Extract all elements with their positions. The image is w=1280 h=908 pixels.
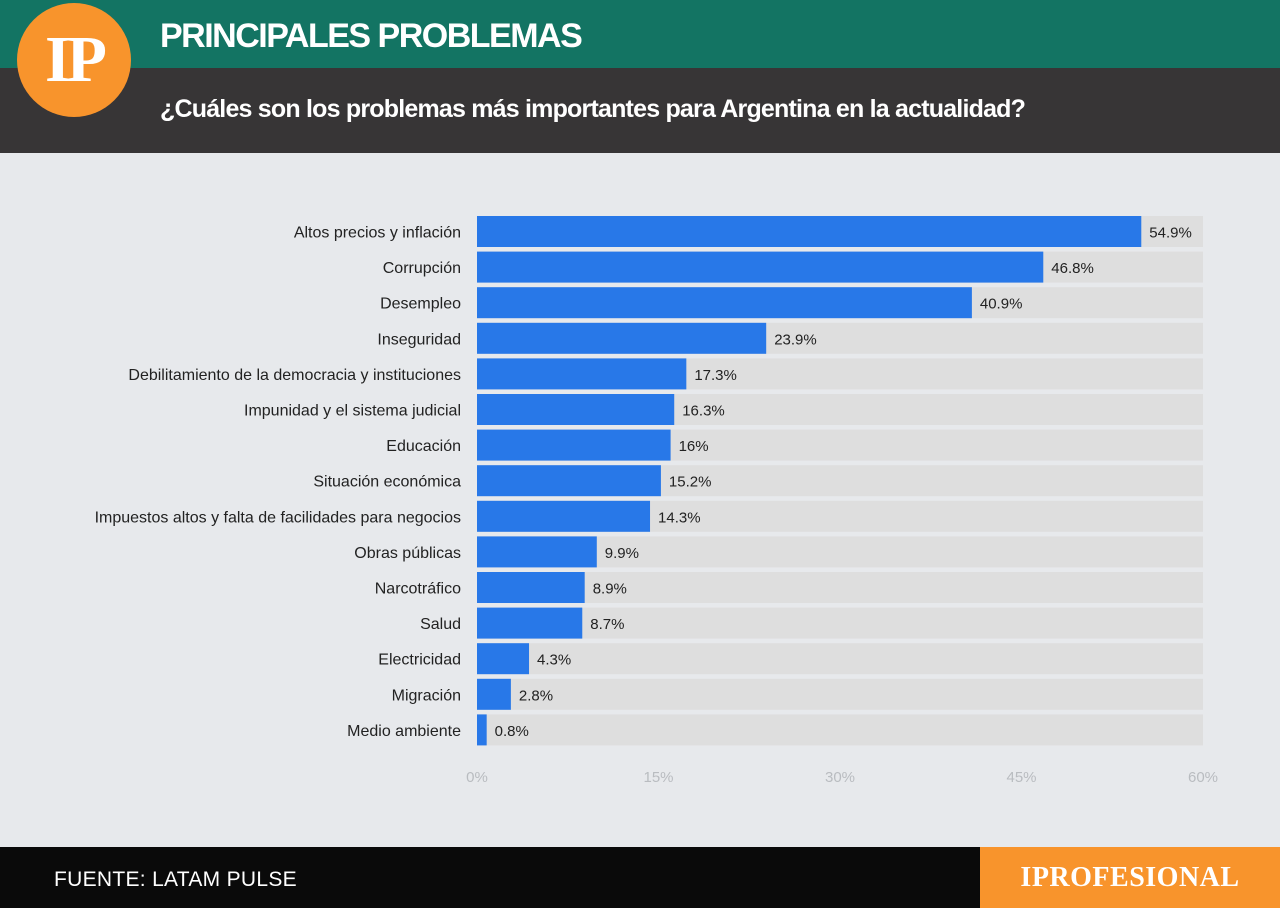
page-subtitle: ¿Cuáles son los problemas más importante… [160,95,1026,123]
bar [477,358,687,390]
header-title-bar [0,0,1280,68]
value-label: 16.3% [682,403,725,420]
bar [477,678,511,710]
ip-logo-icon: IP [17,3,131,117]
value-label: 23.9% [774,331,817,348]
bar-track [477,714,1203,746]
x-tick-label: 60% [1188,769,1218,786]
x-tick-label: 30% [825,769,855,786]
bar-track [477,536,1203,568]
bar-track [477,607,1203,639]
value-label: 15.2% [669,474,712,491]
bar [477,394,675,425]
bar [477,322,767,354]
bar [477,607,583,639]
header-subtitle-bar [0,68,1280,153]
source-text: FUENTE: LATAM PULSE [54,868,297,891]
category-label: Inseguridad [377,331,461,348]
category-label: Educación [386,438,461,455]
category-label: Impunidad y el sistema judicial [244,403,461,420]
bar [477,287,972,319]
value-label: 14.3% [658,509,701,526]
bar [477,572,585,603]
bar [477,216,1142,247]
bar [477,714,487,746]
bar [477,500,651,532]
value-label: 8.7% [590,616,624,633]
category-label: Corrupción [383,260,461,277]
bar [477,429,671,461]
category-label: Migración [392,687,461,704]
value-label: 8.9% [593,581,627,598]
bar [477,251,1044,283]
bar-chart: Altos precios y inflación 54.9% Corrupción… [95,216,1218,786]
category-label: Situación económica [313,474,461,491]
category-label: Medio ambiente [347,723,461,740]
bar-track [477,678,1203,710]
bar-track [477,572,1203,603]
value-label: 2.8% [519,687,553,704]
page-title: PRINCIPALES PROBLEMAS [160,17,583,55]
category-label: Salud [420,616,461,633]
brand-logo: IPROFESIONAL [980,847,1280,908]
value-label: 9.9% [605,545,639,562]
category-label: Impuestos altos y falta de facilidades p… [95,509,461,526]
value-label: 46.8% [1051,260,1094,277]
category-label: Altos precios y inflación [294,225,461,242]
bar [477,536,597,568]
category-label: Desempleo [380,296,461,313]
value-label: 17.3% [694,367,737,384]
value-label: 4.3% [537,652,571,669]
bar-track [477,643,1203,675]
x-tick-label: 0% [466,769,488,786]
category-label: Narcotráfico [375,581,461,598]
category-label: Electricidad [378,652,461,669]
category-label: Debilitamiento de la democracia y instit… [128,367,461,384]
category-label: Obras públicas [354,545,461,562]
bar [477,643,530,675]
value-label: 40.9% [980,296,1023,313]
x-tick-label: 45% [1006,769,1036,786]
x-tick-label: 15% [643,769,673,786]
value-label: 54.9% [1149,225,1192,242]
bar [477,465,661,497]
value-label: 16% [679,438,709,455]
value-label: 0.8% [495,723,529,740]
